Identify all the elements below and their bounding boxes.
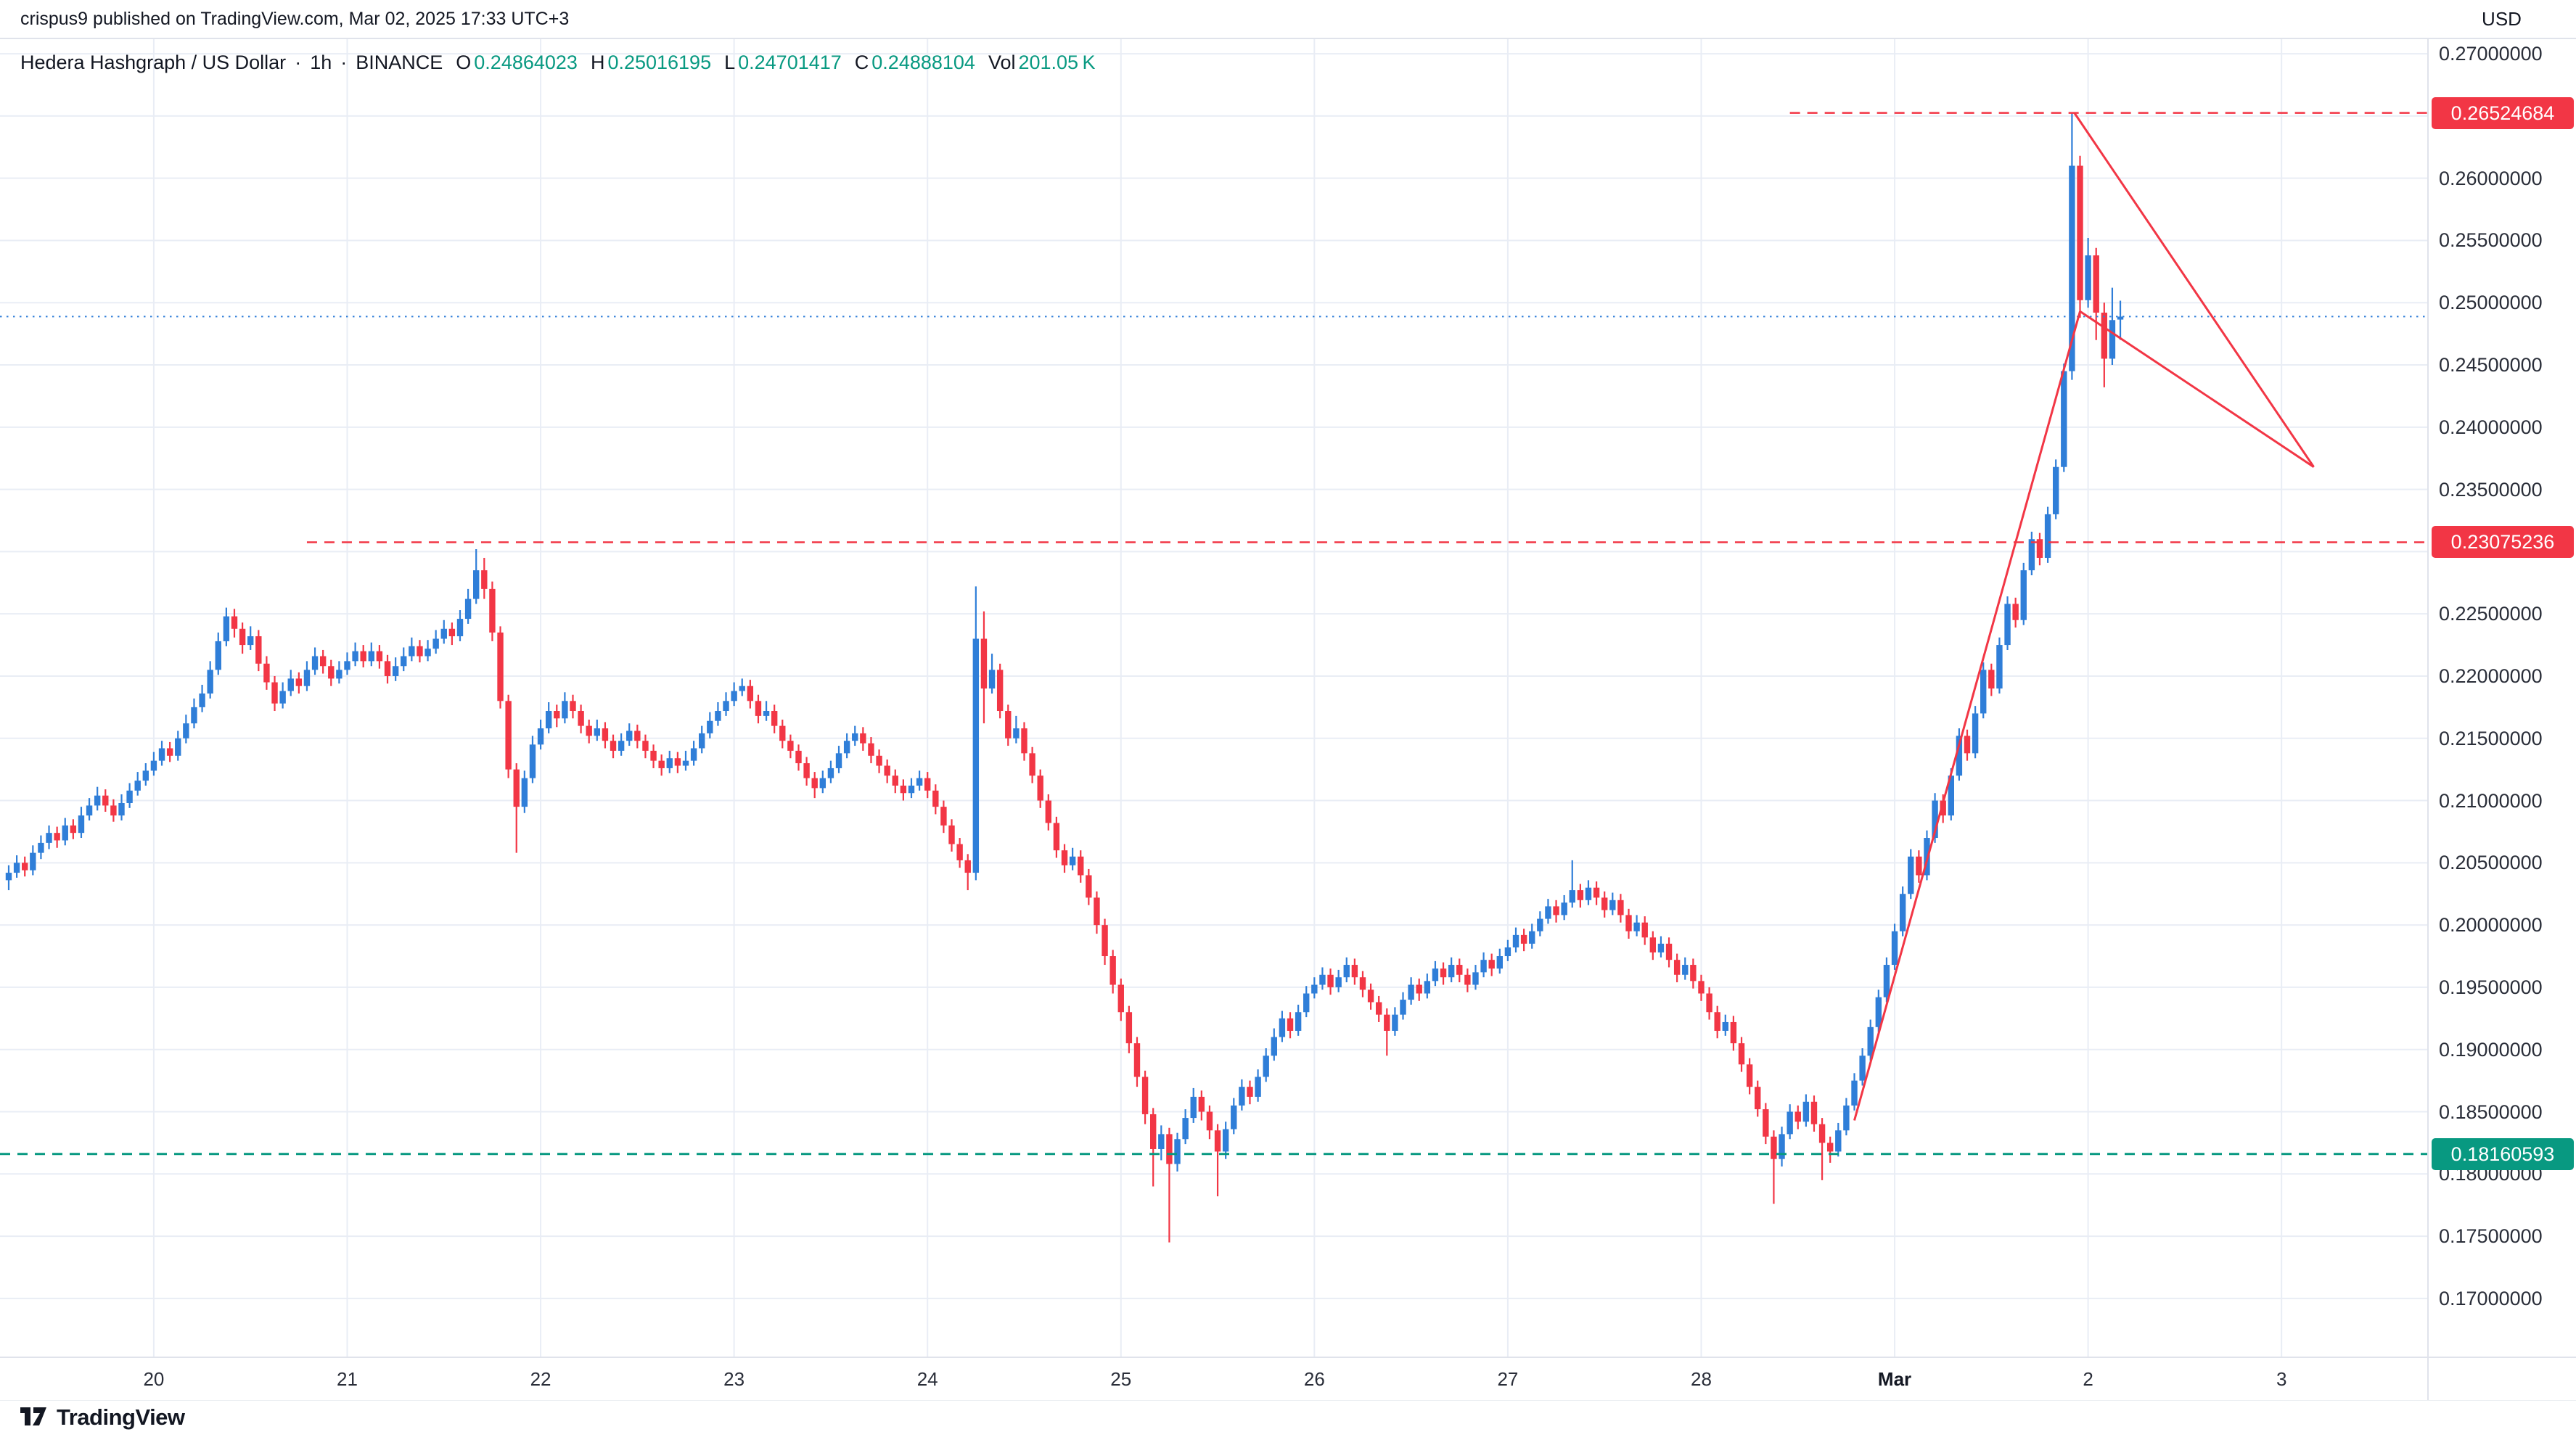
price-axis-label: 0.17000000 xyxy=(2439,1287,2543,1309)
price-levels xyxy=(0,112,2427,1156)
price-axis-label: 0.27000000 xyxy=(2439,43,2543,65)
price-axis-label: 0.24500000 xyxy=(2439,354,2543,376)
symbol-legend: Hedera Hashgraph / US Dollar · 1h · BINA… xyxy=(20,46,1095,78)
tradingview-logo-icon xyxy=(19,1407,48,1429)
publish-attribution: crispus9 published on TradingView.com, M… xyxy=(20,9,570,29)
time-axis-label: Mar xyxy=(1877,1368,1912,1390)
price-axis-label: 0.22500000 xyxy=(2439,603,2543,625)
footer-bar: TradingView xyxy=(0,1400,2576,1432)
price-axis-label: 0.22000000 xyxy=(2439,664,2543,687)
time-axis-label: 3 xyxy=(2276,1368,2287,1390)
chart-area[interactable]: Hedera Hashgraph / US Dollar · 1h · BINA… xyxy=(0,39,2427,1357)
legend-separator: · xyxy=(295,51,302,73)
time-axis[interactable]: 20 21 22 23 24 25 26 27 28 Mar 2 3 xyxy=(0,1357,2427,1400)
price-axis-label: 0.26000000 xyxy=(2439,167,2543,189)
trendlines[interactable] xyxy=(1853,112,2315,1121)
tradingview-logo-text: TradingView xyxy=(57,1404,185,1430)
low-value: 0.24701417 xyxy=(738,51,842,73)
grid xyxy=(0,39,2427,1357)
candlestick-chart[interactable] xyxy=(0,39,2427,1357)
price-level-badge: 0.18160593 xyxy=(2432,1137,2574,1170)
price-axis-label: 0.17500000 xyxy=(2439,1225,2543,1248)
publish-bar: crispus9 published on TradingView.com, M… xyxy=(0,0,2576,39)
time-axis-label: 20 xyxy=(143,1368,165,1390)
high-label: H xyxy=(590,51,605,73)
time-axis-label: 22 xyxy=(530,1368,551,1390)
price-level-badge: 0.23075236 xyxy=(2432,526,2574,559)
tradingview-logo[interactable]: TradingView xyxy=(19,1404,185,1431)
price-axis-label: 0.21000000 xyxy=(2439,789,2543,812)
time-axis-label: 27 xyxy=(1497,1368,1519,1390)
price-axis-label: 0.23500000 xyxy=(2439,478,2543,501)
axis-corner xyxy=(2427,1357,2576,1400)
volume-label: Vol xyxy=(988,51,1016,73)
open-label: O xyxy=(456,51,472,73)
price-axis-label: 0.21500000 xyxy=(2439,727,2543,749)
price-axis-label: 0.19000000 xyxy=(2439,1038,2543,1061)
time-axis-label: 21 xyxy=(337,1368,358,1390)
open-value: 0.24864023 xyxy=(474,51,578,73)
low-label: L xyxy=(724,51,736,73)
candles-series xyxy=(5,112,2124,1243)
price-axis-label: 0.19500000 xyxy=(2439,976,2543,998)
close-label: C xyxy=(854,51,869,73)
time-axis-label: 2 xyxy=(2083,1368,2093,1390)
legend-separator: · xyxy=(340,51,348,73)
interval-label: 1h xyxy=(310,51,332,73)
time-axis-label: 24 xyxy=(916,1368,938,1390)
price-axis-label: 0.20000000 xyxy=(2439,914,2543,937)
price-axis-label: 0.25500000 xyxy=(2439,229,2543,252)
price-axis-label: 0.20500000 xyxy=(2439,852,2543,874)
time-axis-label: 25 xyxy=(1110,1368,1132,1390)
symbol-name: Hedera Hashgraph / US Dollar xyxy=(20,51,287,73)
exchange-label: BINANCE xyxy=(356,51,443,73)
price-axis-label: 0.18500000 xyxy=(2439,1100,2543,1123)
price-axis[interactable]: 0.27000000 0.26000000 0.25500000 0.25000000… xyxy=(2427,39,2576,1357)
volume-value: 201.05 K xyxy=(1018,51,1096,73)
price-axis-label: 0.24000000 xyxy=(2439,416,2543,438)
price-axis-currency: USD xyxy=(2482,8,2522,30)
time-axis-label: 28 xyxy=(1691,1368,1712,1390)
price-axis-label: 0.25000000 xyxy=(2439,292,2543,314)
price-level-badge: 0.26524684 xyxy=(2432,96,2574,129)
time-axis-label: 23 xyxy=(723,1368,745,1390)
time-axis-label: 26 xyxy=(1303,1368,1325,1390)
high-value: 0.25016195 xyxy=(607,51,712,73)
close-value: 0.24888104 xyxy=(871,51,975,73)
